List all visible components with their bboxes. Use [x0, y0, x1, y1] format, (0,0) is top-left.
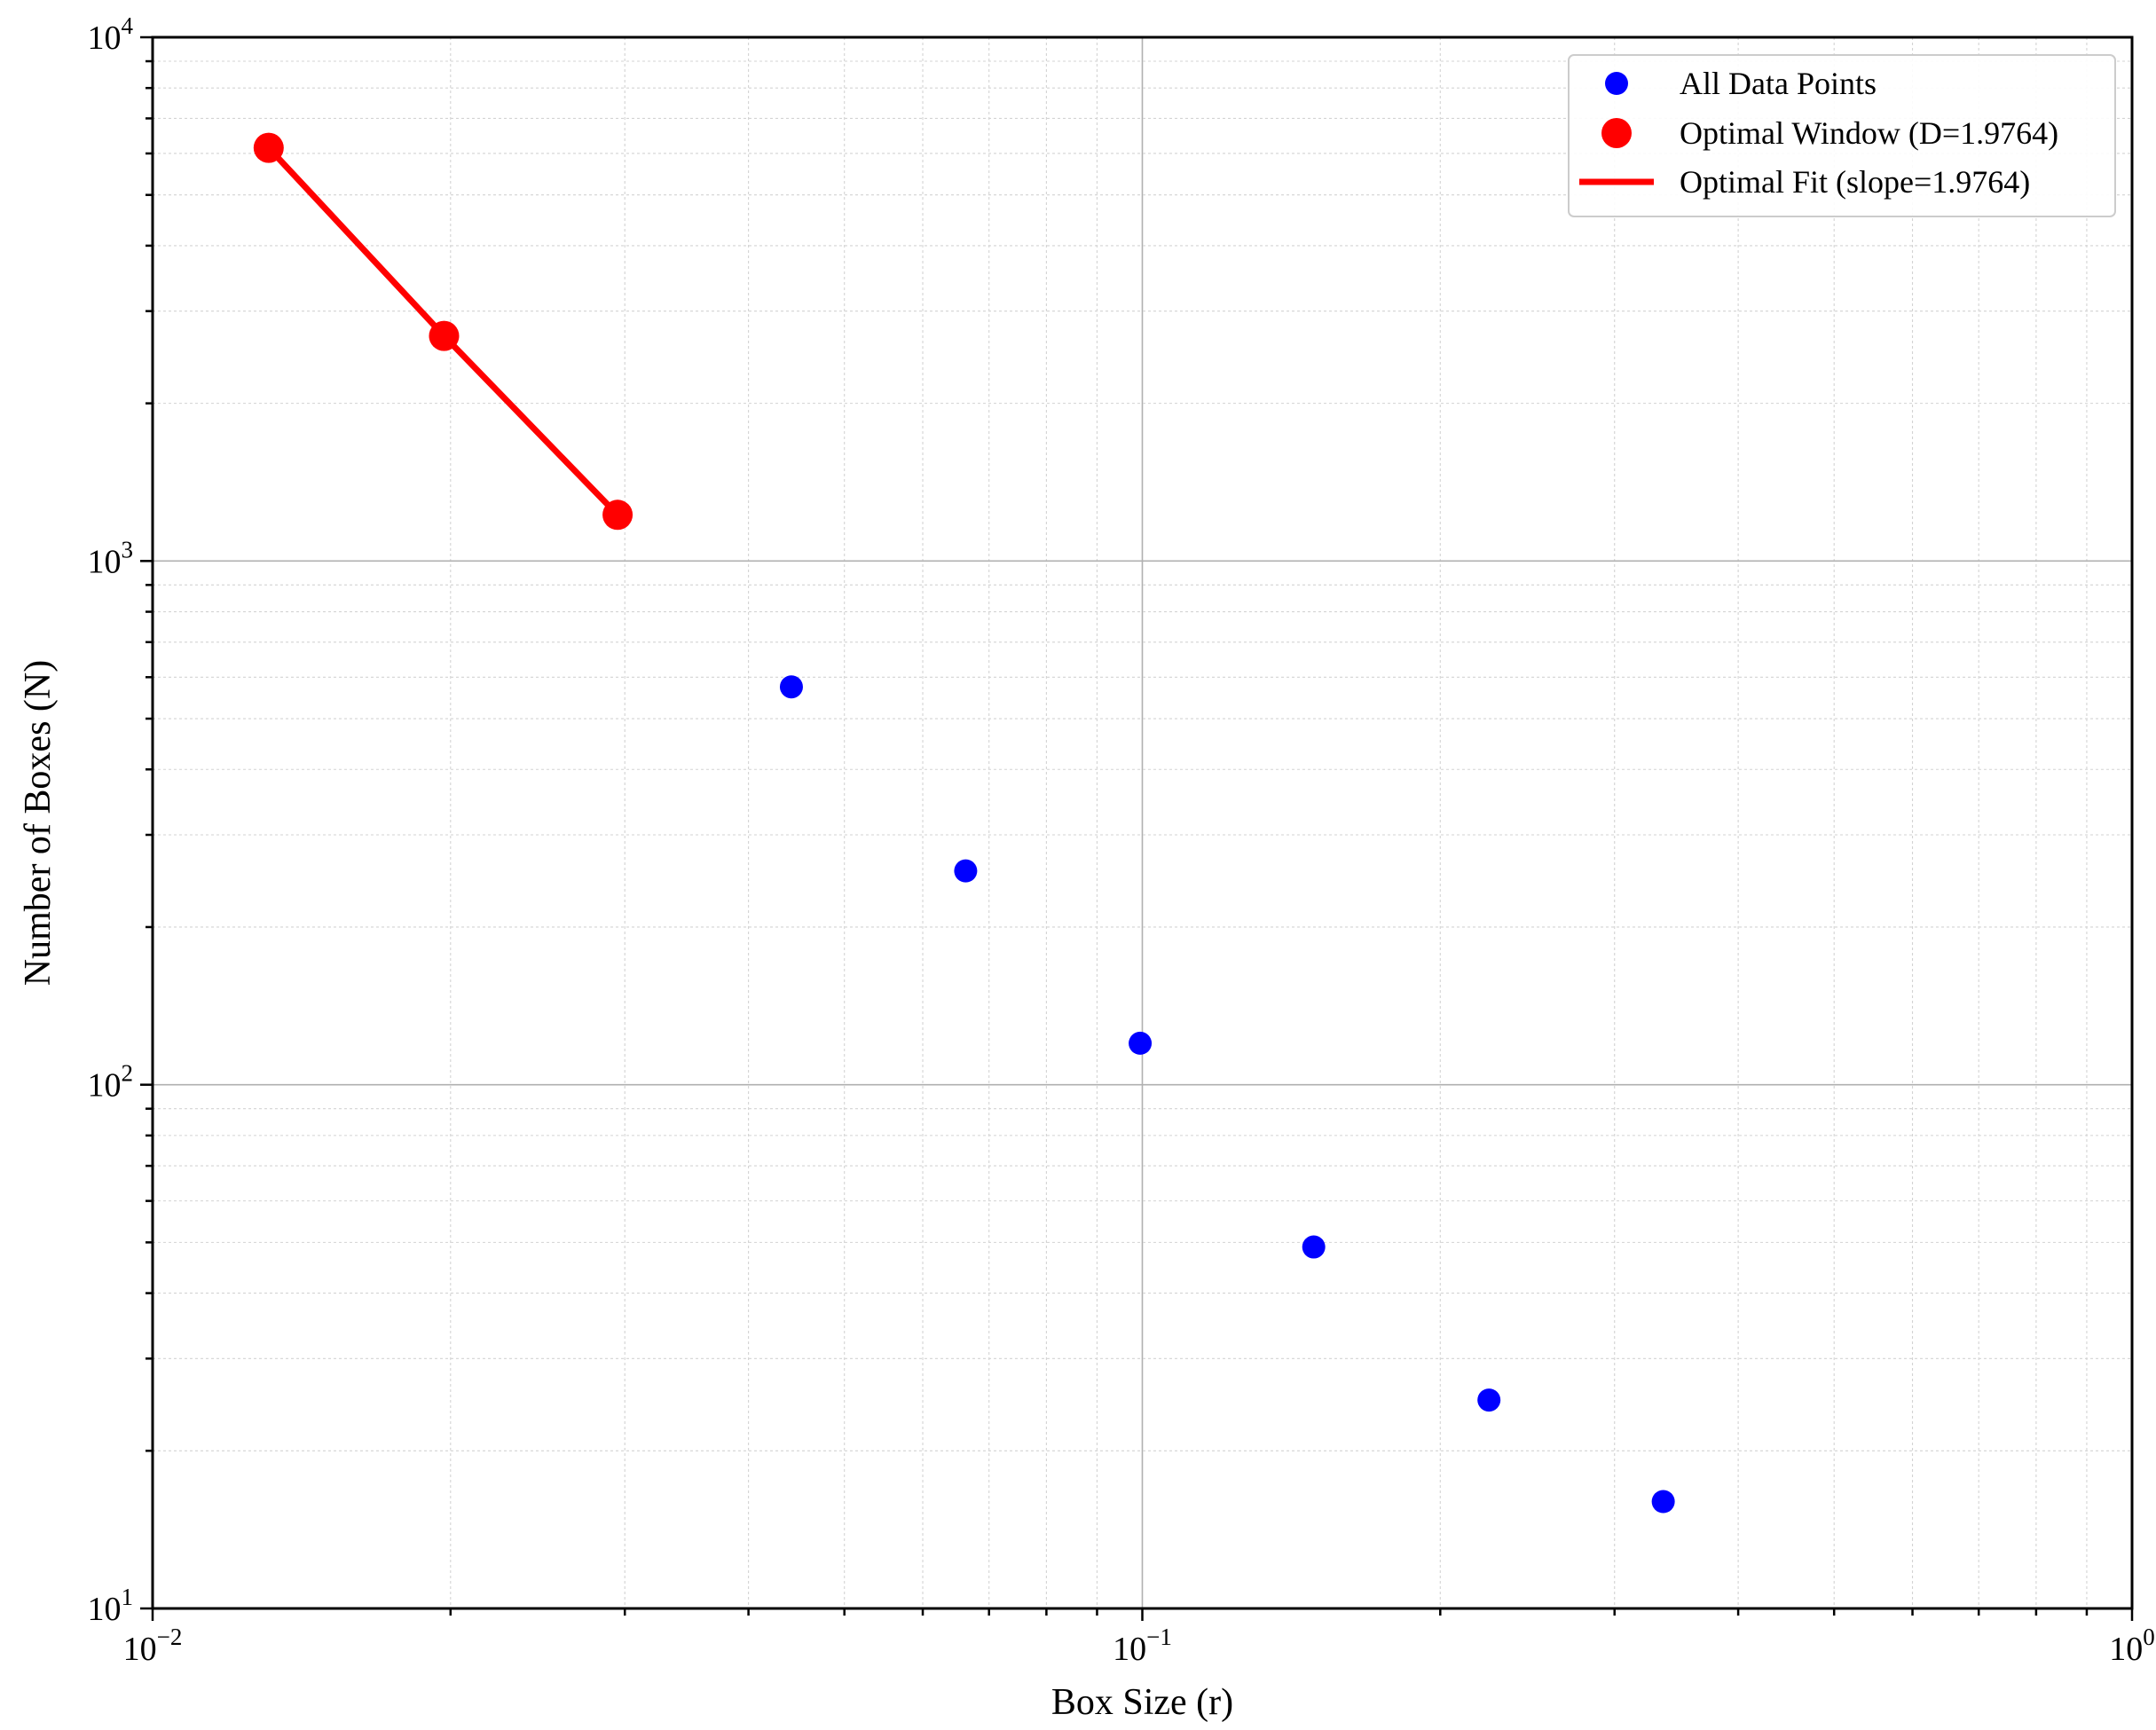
data-point — [1651, 1490, 1675, 1514]
x-tick-label: 10−2 — [123, 1624, 183, 1668]
legend-label-optimal-window: Optimal Window (D=1.9764) — [1680, 115, 2058, 151]
legend-marker-all-data — [1605, 72, 1628, 95]
y-tick-label: 104 — [88, 12, 134, 57]
y-tick-label: 103 — [88, 536, 134, 580]
legend-label-optimal-fit: Optimal Fit (slope=1.9764) — [1680, 164, 2030, 200]
ticks-layer — [140, 35, 2134, 1621]
legend-marker-optimal-window — [1601, 118, 1632, 148]
y-tick-label: 102 — [88, 1060, 134, 1105]
x-tick-label: 10−1 — [1113, 1624, 1172, 1668]
legend-label-all-data: All Data Points — [1680, 66, 1877, 101]
optimal-window-point — [429, 320, 460, 351]
grid — [153, 37, 2132, 1608]
data-points-layer — [253, 132, 1675, 1514]
legend: All Data Points Optimal Window (D=1.9764… — [1568, 54, 2116, 217]
data-point — [779, 675, 803, 699]
x-axis-label: Box Size (r) — [1051, 1682, 1233, 1723]
optimal-window-point — [602, 499, 633, 531]
data-point — [1129, 1031, 1153, 1055]
data-point — [1477, 1388, 1501, 1412]
tick-labels-layer: 10−2 10−1 100 101 102 103 104 — [88, 12, 2155, 1668]
x-tick-label: 100 — [2109, 1624, 2155, 1668]
legend-box — [1568, 54, 2116, 217]
y-axis-label: Number of Boxes (N) — [18, 660, 59, 986]
y-tick-label: 101 — [88, 1584, 134, 1628]
data-point — [954, 859, 978, 883]
optimal-window-point — [253, 132, 284, 163]
data-point — [1302, 1235, 1326, 1259]
